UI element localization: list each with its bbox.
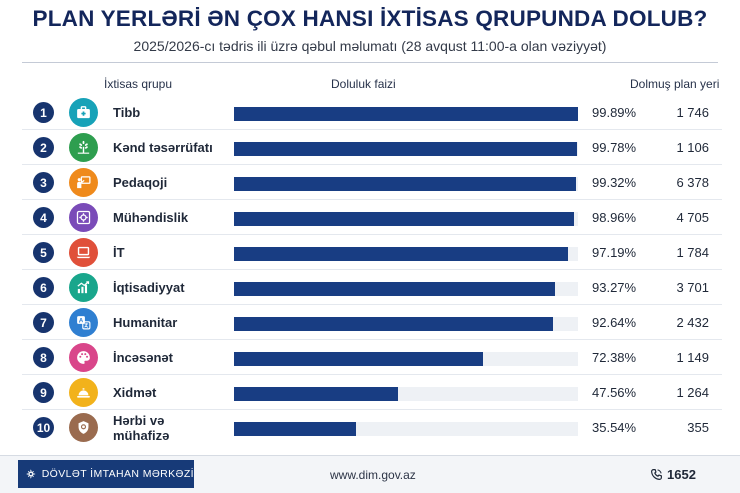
emblem-icon: [26, 469, 36, 479]
data-label-seats: 4 705: [676, 210, 709, 225]
chart-rows: 1 Tibb 99.89% 1 746 2 Kənd təsərrüfatı 99.78% 1…: [22, 95, 722, 445]
data-label-percent: 97.19%: [592, 245, 637, 260]
data-label-percent: 72.38%: [592, 350, 637, 365]
rank-badge: 6: [33, 277, 54, 298]
rank-badge: 1: [33, 102, 54, 123]
rank-badge: 8: [33, 347, 54, 368]
shield-icon: [69, 413, 98, 442]
teacher-board-icon: [69, 168, 98, 197]
data-label-seats: 1 264: [676, 385, 709, 400]
table-row: 8 İncəsənət 72.38% 1 149: [22, 340, 722, 375]
brand-name: DÖVLƏT İMTAHAN MƏRKƏZİ: [41, 468, 194, 480]
bar: [234, 422, 357, 436]
header-divider: [22, 62, 718, 63]
data-label-seats: 2 432: [676, 315, 709, 330]
data-label-percent: 99.78%: [592, 140, 637, 155]
page-title: PLAN YERLƏRİ ƏN ÇOX HANSI İXTİSAS QRUPUN…: [32, 6, 708, 31]
table-row: 5 İT 97.19% 1 784: [22, 235, 722, 270]
group-name: İT: [113, 245, 125, 260]
bar: [234, 142, 578, 156]
data-label-seats: 1 106: [676, 140, 709, 155]
brand-logo[interactable]: DÖVLƏT İMTAHAN MƏRKƏZİ: [18, 460, 194, 488]
rank-badge: 5: [33, 242, 54, 263]
bar-track: [234, 107, 578, 121]
medical-kit-icon: [69, 98, 98, 127]
group-name: Hərbi və mühafizə: [113, 412, 170, 443]
rank-badge: 4: [33, 207, 54, 228]
laptop-icon: [69, 238, 98, 267]
phone-number-text: 1652: [667, 467, 696, 482]
bar-track: [234, 422, 578, 436]
data-label-percent: 93.27%: [592, 280, 637, 295]
page-subtitle: 2025/2026-cı tədris ili üzrə qəbul məlum…: [133, 38, 607, 54]
column-header-fill: Doluluk faizi: [331, 77, 396, 91]
growth-chart-icon: [69, 273, 98, 302]
group-name: İqtisadiyyat: [113, 280, 185, 295]
bar: [234, 107, 578, 121]
data-label-percent: 92.64%: [592, 315, 637, 330]
data-label-percent: 99.89%: [592, 105, 637, 120]
table-row: 1 Tibb 99.89% 1 746: [22, 95, 722, 130]
blueprint-icon: [69, 203, 98, 232]
website-link[interactable]: www.dim.gov.az: [330, 467, 416, 482]
palette-icon: [69, 343, 98, 372]
footer: DÖVLƏT İMTAHAN MƏRKƏZİ www.dim.gov.az 16…: [0, 456, 740, 493]
bar-track: [234, 352, 578, 366]
data-label-seats: 3 701: [676, 280, 709, 295]
rank-badge: 3: [33, 172, 54, 193]
bar: [234, 247, 569, 261]
footer-divider: [0, 455, 740, 456]
bar: [234, 387, 398, 401]
rank-badge: 10: [33, 417, 54, 438]
bar-track: [234, 142, 578, 156]
group-name: Mühəndislik: [113, 210, 189, 225]
bar-track: [234, 247, 578, 261]
svg-text:A: A: [79, 318, 84, 325]
phone-number[interactable]: 1652: [650, 456, 696, 493]
column-header-seats: Dolmuş plan yeri: [630, 77, 720, 91]
data-label-seats: 355: [687, 420, 709, 435]
data-label-seats: 1 149: [676, 350, 709, 365]
group-name: Kənd təsərrüfatı: [113, 140, 213, 155]
data-label-percent: 35.54%: [592, 420, 637, 435]
group-name: Pedaqoji: [113, 175, 168, 190]
rank-badge: 2: [33, 137, 54, 158]
translate-icon: A: [69, 308, 98, 337]
table-row: 6 İqtisadiyyat 93.27% 3 701: [22, 270, 722, 305]
group-name: Xidmət: [113, 385, 157, 400]
group-name: İncəsənət: [113, 350, 173, 365]
group-name: Tibb: [113, 105, 141, 120]
bar: [234, 212, 575, 226]
table-row: 9 Xidmət 47.56% 1 264: [22, 375, 722, 410]
bar: [234, 177, 576, 191]
rank-badge: 7: [33, 312, 54, 333]
bar: [234, 317, 553, 331]
table-row: 10 Hərbi və mühafizə 35.54% 355: [22, 410, 722, 445]
group-name: Humanitar: [113, 315, 178, 330]
data-label-percent: 98.96%: [592, 210, 637, 225]
table-row: 3 Pedaqoji 99.32% 6 378: [22, 165, 722, 200]
table-row: 7 A Humanitar 92.64% 2 432: [22, 305, 722, 340]
bar-track: [234, 282, 578, 296]
column-header-group: İxtisas qrupu: [104, 77, 173, 91]
data-label-percent: 47.56%: [592, 385, 637, 400]
bar-track: [234, 177, 578, 191]
wheat-icon: [69, 133, 98, 162]
rank-badge: 9: [33, 382, 54, 403]
table-row: 4 Mühəndislik 98.96% 4 705: [22, 200, 722, 235]
data-label-percent: 99.32%: [592, 175, 637, 190]
bar: [234, 352, 483, 366]
bar-track: [234, 212, 578, 226]
bar: [234, 282, 555, 296]
data-label-seats: 1 746: [676, 105, 709, 120]
bar-track: [234, 387, 578, 401]
service-bell-icon: [69, 378, 98, 407]
table-row: 2 Kənd təsərrüfatı 99.78% 1 106: [22, 130, 722, 165]
bar-track: [234, 317, 578, 331]
data-label-seats: 6 378: [676, 175, 709, 190]
phone-icon: [651, 469, 662, 480]
data-label-seats: 1 784: [676, 245, 709, 260]
